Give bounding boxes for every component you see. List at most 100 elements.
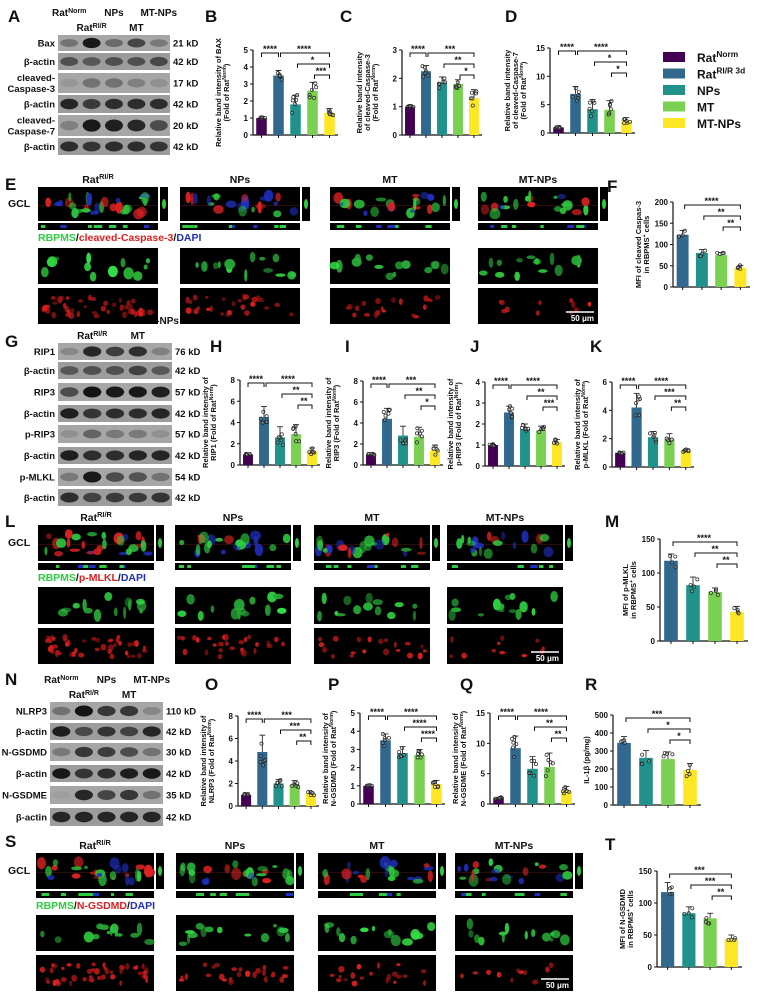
cell-signal — [52, 636, 56, 641]
blot-row: N-GSDME 35 kD — [2, 786, 191, 804]
cell-signal — [109, 203, 117, 212]
data-point — [532, 758, 537, 763]
panel-letter-e: E — [5, 175, 16, 194]
data-point — [640, 752, 645, 757]
significance-label: **** — [594, 42, 609, 52]
cell-signal — [336, 977, 342, 983]
protein-band — [97, 747, 116, 757]
cell-signal — [213, 262, 219, 270]
y-axis-label: in RBPMS+ cells — [629, 561, 638, 619]
cell-signal — [281, 974, 288, 979]
cell-signal — [488, 858, 494, 867]
cell-signal — [204, 295, 209, 299]
data-point — [682, 911, 687, 916]
y-axis-label: N-GSDME (Fold of RatNorm) — [459, 710, 468, 806]
molecular-weight-label: 17 kD — [173, 79, 198, 90]
significance-label: **** — [534, 707, 549, 717]
cell-signal — [47, 256, 58, 268]
cell-signal — [52, 859, 59, 867]
cell-signal — [109, 970, 113, 974]
cell-signal — [83, 607, 93, 614]
cell-signal — [115, 636, 120, 644]
blot-row: β-actin 42 kD — [24, 405, 200, 422]
cell-signal — [526, 255, 536, 260]
data-point — [310, 791, 315, 796]
cell-signal — [179, 539, 185, 546]
significance-bracket — [420, 405, 436, 410]
cell-signal — [501, 308, 508, 314]
cell-signal — [76, 962, 81, 969]
cell-signal — [213, 205, 224, 214]
cell-signal — [61, 966, 65, 971]
cell-signal — [457, 865, 462, 872]
significance-bracket — [594, 61, 627, 66]
cell-signal — [136, 922, 143, 936]
data-point — [331, 113, 336, 118]
data-point — [620, 738, 625, 743]
molecular-weight-label: 42 kD — [166, 813, 191, 824]
image-column — [176, 853, 304, 991]
image-column — [36, 853, 164, 991]
cell-signal — [177, 610, 187, 618]
cell-signal — [101, 531, 107, 540]
protein-band — [142, 768, 161, 779]
cell-signal — [350, 935, 357, 945]
significance-label: *** — [652, 709, 663, 719]
cell-signal — [93, 609, 102, 622]
cell-signal — [466, 918, 474, 930]
protein-band — [149, 120, 168, 131]
lane-label: MT-NPs — [133, 675, 170, 686]
cell-signal — [357, 874, 364, 878]
cell-signal — [257, 201, 262, 214]
cell-signal — [378, 638, 384, 645]
data-point — [687, 772, 692, 777]
y-axis-label: MFI of p-MLKL — [621, 564, 630, 616]
cell-signal — [100, 196, 109, 208]
cell-signal — [394, 602, 404, 608]
cell-signal — [372, 599, 383, 606]
data-point — [261, 409, 266, 414]
y-axis-label: N-GSDMD (Fold of RatNorm) — [329, 710, 338, 806]
data-point — [259, 741, 264, 746]
significance-bracket — [510, 384, 558, 389]
cell-signal — [207, 636, 212, 641]
significance-bracket — [654, 395, 687, 400]
significance-bracket — [638, 384, 687, 389]
data-point — [624, 118, 629, 123]
cell-signal — [386, 532, 390, 538]
data-point — [297, 439, 302, 444]
cell-signal — [120, 209, 127, 215]
data-point — [435, 785, 440, 790]
bar — [615, 452, 626, 467]
significance-label: **** — [297, 44, 312, 54]
cell-signal — [545, 966, 550, 973]
red-channel-image — [314, 628, 430, 664]
cell-signal — [100, 305, 107, 312]
panel-letters: A B C D E F G H I J K L M N O P Q R S T — [5, 7, 619, 854]
protein-band — [128, 429, 147, 439]
significance-label: **** — [697, 533, 712, 543]
y-tick-label: 0 — [648, 963, 653, 972]
protein-band — [60, 430, 79, 438]
y-tick-label: 4 — [231, 419, 236, 428]
data-point — [292, 779, 297, 784]
cell-signal — [88, 975, 94, 979]
cell-signal — [338, 932, 346, 943]
cell-signal — [534, 862, 539, 867]
y-tick-label: 100 — [595, 783, 609, 792]
protein-band — [52, 768, 71, 779]
cell-signal — [204, 926, 214, 933]
group-label: NPs — [225, 840, 246, 852]
bar — [587, 109, 598, 133]
data-point — [544, 752, 549, 757]
cell-signal — [69, 202, 77, 210]
cell-signal — [496, 259, 503, 267]
cell-signal — [363, 312, 371, 317]
data-point — [587, 106, 592, 111]
cell-signal — [121, 863, 129, 873]
cell-signal — [244, 310, 250, 316]
protein-band — [52, 791, 71, 799]
bar — [724, 938, 738, 967]
